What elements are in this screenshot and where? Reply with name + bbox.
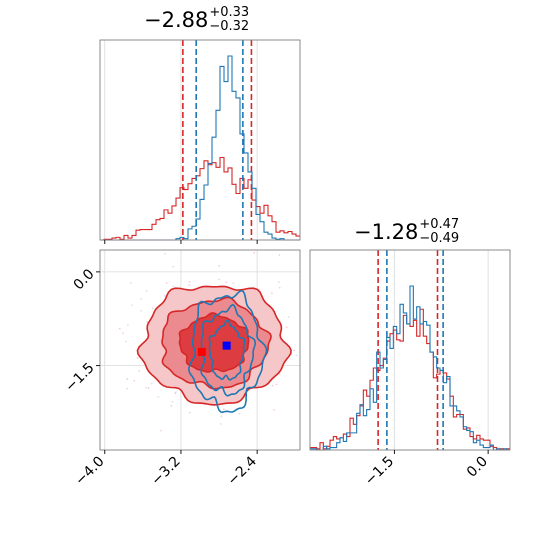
scatter-point [218,278,221,281]
scatter-point [222,408,225,411]
scatter-point [285,326,288,329]
scatter-point [136,357,139,359]
joint-contour-plot [118,252,298,432]
axes-frames [99,39,511,451]
scatter-point [278,286,281,289]
contour-level [187,289,268,414]
x-tick-label: −1.5 [362,454,397,489]
x-tick-label: −4.0 [72,454,107,489]
marginal-2-upper-error: +0.47 [419,217,460,232]
scatter-point [127,324,129,326]
x-tick-label: −2.4 [225,453,260,488]
scatter-point [225,281,228,284]
point-marker [222,341,231,350]
scatter-point [188,284,190,287]
scatter-point [163,294,166,297]
scatter-point [293,349,296,352]
scatter-point [238,412,241,415]
marginal-2-title: −1.28 +0.47 −0.49 [354,218,459,246]
marginal-histogram-2 [310,250,510,451]
scatter-point [172,265,175,268]
scatter-point [157,396,160,398]
scatter-point [129,282,132,285]
x-tick-label: 0.0 [464,454,491,481]
scatter-point [126,387,129,390]
scatter-point [131,304,133,307]
scatter-point [172,285,175,288]
point-marker [197,347,206,356]
scatter-point [118,327,121,330]
scatter-point [145,290,148,292]
scatter-point [122,332,124,335]
scatter-point [219,423,222,425]
scatter-point [253,252,256,254]
histogram-series-line [100,156,300,241]
marginal-2-lower-error: −0.49 [419,231,460,246]
scatter-point [147,387,150,389]
scatter-point [287,316,290,319]
scatter-point [171,400,174,403]
scatter-point [125,340,128,343]
scatter-point [273,408,275,411]
scatter-point [170,404,173,407]
scatter-point [278,281,280,284]
scatter-point [174,392,177,395]
y-tick-label: 0.0 [71,266,98,293]
scatter-point [218,264,221,267]
scatter-point [295,354,298,357]
contour-level [208,319,246,381]
scatter-point [188,280,191,283]
scatter-point [146,321,149,323]
histogram-series-line [310,285,510,451]
y-tick-label: −1.5 [62,360,97,395]
marginal-1-median: −2.88 [144,8,209,32]
marginal-1-title: −2.88 +0.33 −0.32 [144,6,249,34]
scatter-point [150,382,153,385]
marginal-1-lower-error: −0.32 [209,19,250,34]
axes-frame [99,39,301,241]
marginal-histogram-1 [100,40,300,241]
scatter-point [271,384,274,387]
x-tick-label: −3.2 [148,454,183,489]
scatter-point [188,411,191,414]
scatter-point [164,252,167,255]
scatter-point [275,383,278,386]
scatter-point [138,370,141,372]
scatter-point [133,379,136,382]
histogram-series-line [310,308,510,451]
scatter-point [140,309,142,312]
axes-frame [309,249,511,451]
scatter-point [160,429,163,432]
scatter-point [232,282,235,284]
axes-frame [99,249,301,451]
scatter-point [151,307,154,310]
scatter-point [278,254,281,256]
scatter-point [140,297,143,300]
scatter-point [126,378,129,380]
scatter-point [271,292,273,295]
marginal-2-median: −1.28 [354,220,419,244]
marginal-1-upper-error: +0.33 [209,5,250,20]
scatter-point [145,386,148,389]
contour-level [178,312,250,373]
histogram-series-line [100,55,300,241]
scatter-point [220,415,223,418]
scatter-point [165,282,168,284]
